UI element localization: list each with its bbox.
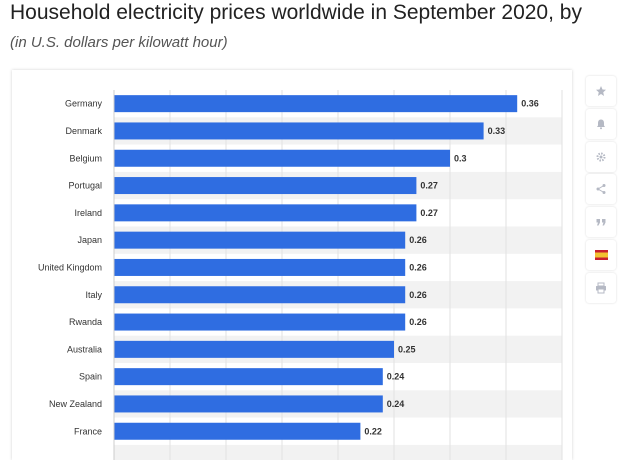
flag-spain-icon [594,249,608,260]
print-icon [596,282,606,294]
cite-button[interactable] [586,207,616,238]
value-label: 0.25 [398,344,416,354]
category-label: Portugal [68,181,102,191]
settings-button[interactable] [586,141,616,172]
chart-panel: Germany 0.36 Denmark 0.33 Belgium 0.3 Portugal… [12,70,572,460]
bar-japan [114,231,406,249]
bar-italy [114,286,406,304]
category-label: Japan [77,235,102,245]
category-label: Australia [67,344,102,354]
value-label: 0.24 [387,399,405,409]
category-label: United Kingdom [38,262,102,272]
bar-ireland [114,204,417,222]
bar-germany [114,95,518,113]
bar-belgium [114,149,450,167]
bar-chart: Germany 0.36 Denmark 0.33 Belgium 0.3 Portugal… [38,90,563,460]
favorite-button[interactable] [586,76,616,106]
print-button[interactable] [586,272,616,303]
bar-australia [114,340,394,358]
notification-button[interactable] [586,108,616,139]
value-label: 0.24 [387,372,405,382]
bar-united-kingdom [114,258,406,276]
category-label: Ireland [74,208,102,218]
category-label: Spain [79,372,102,382]
value-label: 0.22 [364,426,382,436]
bell-icon [597,119,605,130]
bar-denmark [114,122,484,140]
language-button[interactable] [586,239,616,270]
category-label: Rwanda [69,317,102,327]
value-label: 0.33 [488,126,506,136]
share-button[interactable] [586,174,616,205]
bar-portugal [114,177,417,195]
share-icon [596,184,606,195]
category-label: France [74,426,102,436]
gear-icon [596,152,606,162]
category-label: Italy [85,290,102,300]
value-label: 0.27 [420,181,438,191]
chart-subtitle: (in U.S. dollars per kilowatt hour) [10,34,228,51]
value-label: 0.36 [521,99,539,109]
category-label: Belgium [69,153,102,163]
value-label: 0.26 [409,290,427,300]
category-label: New Zealand [49,399,102,409]
star-icon [596,86,606,96]
value-label: 0.3 [454,153,467,163]
bar-new-zealand [114,395,383,413]
chart-toolbar [586,76,616,306]
value-label: 0.26 [409,262,427,272]
quote-icon [596,219,606,226]
value-label: 0.27 [420,208,438,218]
value-label: 0.26 [409,317,427,327]
value-label: 0.26 [409,235,427,245]
category-label: Denmark [65,126,102,136]
category-label: Germany [65,99,103,109]
bar-france [114,422,361,440]
bar-rwanda [114,313,406,331]
bar-spain [114,368,383,386]
chart-title: Household electricity prices worldwide i… [10,1,582,24]
